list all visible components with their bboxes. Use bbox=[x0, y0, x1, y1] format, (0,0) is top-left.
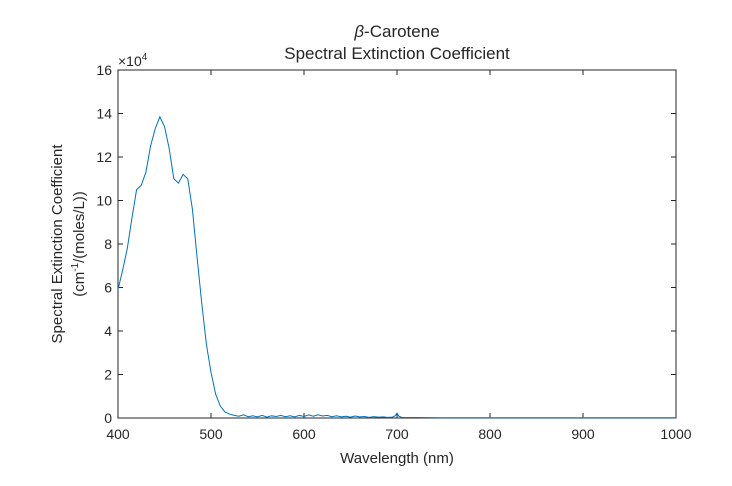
y-axis-label-group: Spectral Extinction Coefficient (cm-1/(m… bbox=[49, 144, 88, 344]
y-tick-label: 0 bbox=[104, 410, 112, 426]
y-tick-label: 6 bbox=[104, 280, 112, 296]
title-beta-symbol: β bbox=[353, 22, 364, 41]
series-line bbox=[117, 115, 676, 419]
y-multiplier-exponent: 4 bbox=[142, 52, 148, 63]
x-tick-label: 500 bbox=[199, 426, 223, 442]
x-tick-label: 600 bbox=[292, 426, 316, 442]
y-label-prefix: (cm bbox=[71, 272, 88, 297]
y-label-superscript: -1 bbox=[70, 262, 81, 271]
x-tick-label: 400 bbox=[106, 426, 130, 442]
x-tick-label: 800 bbox=[478, 426, 502, 442]
y-tick-label: 8 bbox=[104, 236, 112, 252]
y-tick-label: 16 bbox=[96, 62, 112, 78]
y-tick-label: 2 bbox=[104, 367, 112, 383]
title-line1-text: -Carotene bbox=[364, 22, 440, 41]
y-tick-label: 4 bbox=[104, 323, 112, 339]
x-axis-ticks: 400 500 600 700 800 900 1000 bbox=[106, 70, 692, 442]
y-tick-label: 10 bbox=[96, 193, 112, 209]
x-axis-label: Wavelength (nm) bbox=[340, 450, 454, 467]
y-axis-ticks: 0 2 4 6 8 10 12 14 16 bbox=[96, 62, 676, 426]
y-axis-label-line1: Spectral Extinction Coefficient bbox=[49, 144, 66, 344]
y-axis-multiplier: ×104 bbox=[118, 52, 148, 69]
y-axis-label-line2: (cm-1/(moles/L)) bbox=[70, 191, 88, 297]
x-tick-label: 900 bbox=[571, 426, 595, 442]
x-tick-label: 700 bbox=[385, 426, 409, 442]
x-tick-label: 1000 bbox=[660, 426, 691, 442]
y-tick-label: 12 bbox=[96, 149, 112, 165]
y-multiplier-base: ×10 bbox=[118, 53, 142, 69]
axes-box bbox=[117, 69, 677, 419]
chart-title-line1: β-Carotene bbox=[353, 22, 439, 41]
y-tick-label: 14 bbox=[96, 106, 112, 122]
y-label-suffix: /(moles/L)) bbox=[71, 191, 88, 263]
chart-title-line2: Spectral Extinction Coefficient bbox=[284, 44, 510, 63]
